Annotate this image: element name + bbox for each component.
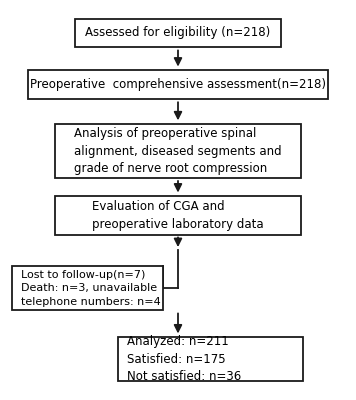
FancyBboxPatch shape [55,196,301,234]
Text: Evaluation of CGA and
preoperative laboratory data: Evaluation of CGA and preoperative labor… [92,200,264,231]
Text: Analysis of preoperative spinal
alignment, diseased segments and
grade of nerve : Analysis of preoperative spinal alignmen… [74,127,282,175]
FancyBboxPatch shape [75,18,281,47]
Text: Assessed for eligibility (n=218): Assessed for eligibility (n=218) [85,26,271,40]
FancyBboxPatch shape [118,337,303,382]
FancyBboxPatch shape [12,266,163,310]
Text: Analyzed: n=211
Satisfied: n=175
Not satisfied: n=36: Analyzed: n=211 Satisfied: n=175 Not sat… [127,335,241,383]
FancyBboxPatch shape [55,124,301,178]
Text: Lost to follow-up(n=7)
Death: n=3, unavailable
telephone numbers: n=4: Lost to follow-up(n=7) Death: n=3, unava… [21,270,161,307]
Text: Preoperative  comprehensive assessment(n=218): Preoperative comprehensive assessment(n=… [30,78,326,91]
FancyBboxPatch shape [28,70,328,99]
